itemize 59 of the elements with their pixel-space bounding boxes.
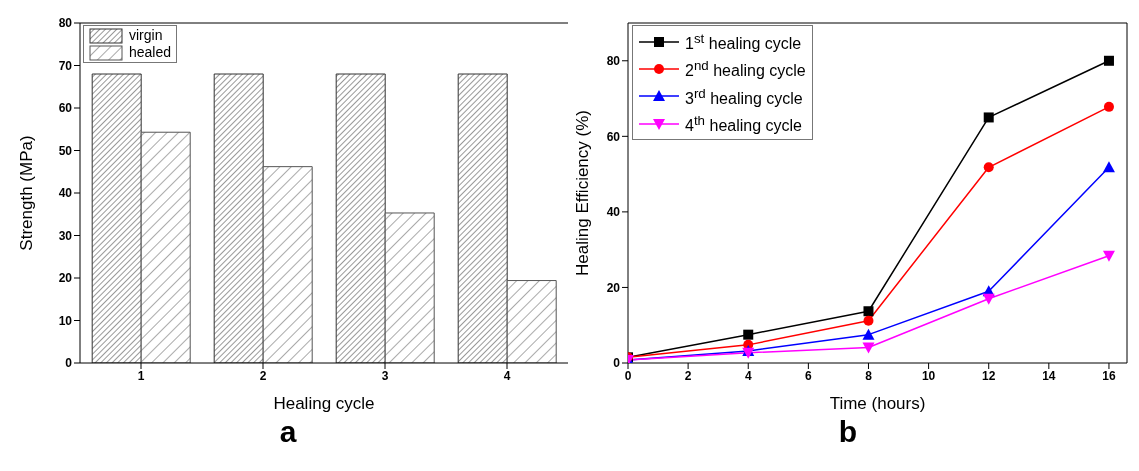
point xyxy=(743,329,754,340)
legend-label: 3$^{rd}$ healing cycle xyxy=(685,84,803,109)
y-tick-label: 0 xyxy=(65,356,73,371)
y-tick-label: 60 xyxy=(606,129,621,144)
x-axis-title: Healing cycle xyxy=(273,394,375,413)
bar xyxy=(335,73,386,363)
y-axis-title: Healing Efficiency (%) xyxy=(573,110,593,276)
y-tick-label: 30 xyxy=(58,228,73,243)
y-tick-label: 20 xyxy=(606,280,621,295)
text: b xyxy=(837,415,859,449)
x-tick-label: 8 xyxy=(865,368,873,383)
bar xyxy=(213,73,264,363)
point xyxy=(1103,101,1114,112)
point xyxy=(983,112,994,123)
text: a xyxy=(278,415,298,449)
point xyxy=(983,162,994,173)
point xyxy=(1102,250,1115,262)
y-tick-label: 60 xyxy=(58,101,73,116)
x-tick-label: 4 xyxy=(503,368,511,383)
bar xyxy=(506,280,557,363)
x-tick-label: 16 xyxy=(1102,368,1116,383)
y-tick-label: 80 xyxy=(58,16,73,31)
y-tick-label: 70 xyxy=(58,58,73,73)
legend-label: healed xyxy=(129,44,172,61)
x-tick-label: 0 xyxy=(624,368,632,383)
x-tick-label: 6 xyxy=(805,368,813,383)
y-tick-label: 50 xyxy=(58,143,73,158)
y-tick-label: 20 xyxy=(58,271,73,286)
x-tick-label: 12 xyxy=(982,368,996,383)
x-tick-label: 2 xyxy=(259,368,267,383)
y-tick-label: 10 xyxy=(58,313,73,328)
bar xyxy=(140,131,191,363)
point xyxy=(982,293,995,305)
point xyxy=(862,328,875,340)
legend-label: 4$^{th}$ healing cycle xyxy=(685,112,802,137)
x-tick-label: 3 xyxy=(381,368,389,383)
x-tick-label: 10 xyxy=(921,368,936,383)
x-tick-label: 2 xyxy=(684,368,692,383)
x-axis-title: Time (hours) xyxy=(829,394,926,413)
y-tick-label: 40 xyxy=(58,186,73,201)
point xyxy=(1102,161,1115,173)
bar xyxy=(457,73,508,363)
bar xyxy=(91,73,142,363)
y-tick-label: 80 xyxy=(606,54,621,69)
x-tick-label: 1 xyxy=(137,368,145,383)
legend-label: virgin xyxy=(129,27,163,44)
point xyxy=(863,306,874,317)
y-axis-title: Strength (MPa) xyxy=(17,135,37,251)
legend-label: 1$^{st}$ healing cycle xyxy=(685,30,802,55)
point xyxy=(1103,55,1114,66)
point xyxy=(863,315,874,326)
bar xyxy=(262,166,313,363)
x-tick-label: 14 xyxy=(1042,368,1056,383)
point xyxy=(862,342,875,354)
bar xyxy=(384,212,435,363)
y-tick-label: 0 xyxy=(613,356,621,371)
legend-label: 2$^{nd}$ healing cycle xyxy=(685,57,806,82)
y-tick-label: 40 xyxy=(606,205,621,220)
x-tick-label: 4 xyxy=(744,368,752,383)
